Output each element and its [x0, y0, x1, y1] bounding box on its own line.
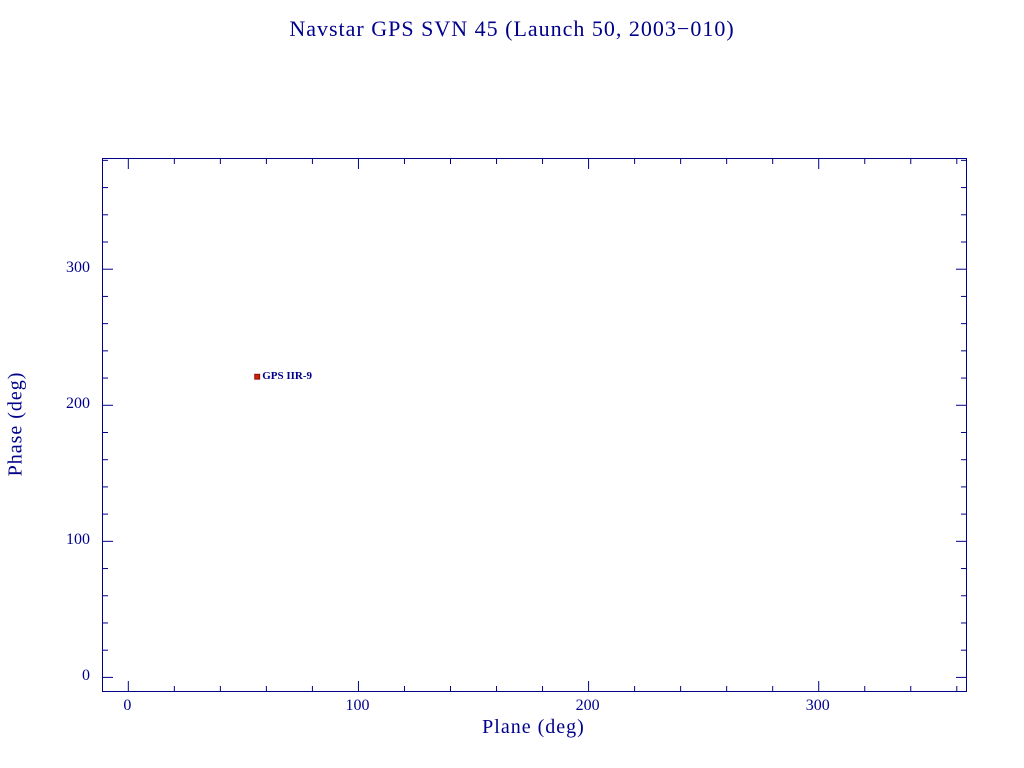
- x-tick-label: 100: [345, 697, 370, 714]
- plot-area: [102, 158, 967, 692]
- y-axis-title: Phase (deg): [4, 371, 27, 477]
- x-tick-label: 200: [575, 697, 600, 714]
- x-axis-title: Plane (deg): [482, 716, 585, 738]
- y-tick-label: 300: [66, 259, 90, 277]
- x-tick-label: 0: [123, 697, 132, 714]
- chart-title: Navstar GPS SVN 45 (Launch 50, 2003−010): [289, 16, 735, 41]
- x-tick-label: 300: [805, 697, 830, 714]
- y-tick-label: 100: [66, 531, 90, 549]
- data-point-label: GPS IIR-9: [262, 369, 312, 382]
- plot-canvas: [103, 159, 966, 691]
- y-tick-label: 0: [82, 667, 90, 685]
- data-point-marker: [254, 373, 261, 380]
- y-tick-label: 200: [66, 395, 90, 413]
